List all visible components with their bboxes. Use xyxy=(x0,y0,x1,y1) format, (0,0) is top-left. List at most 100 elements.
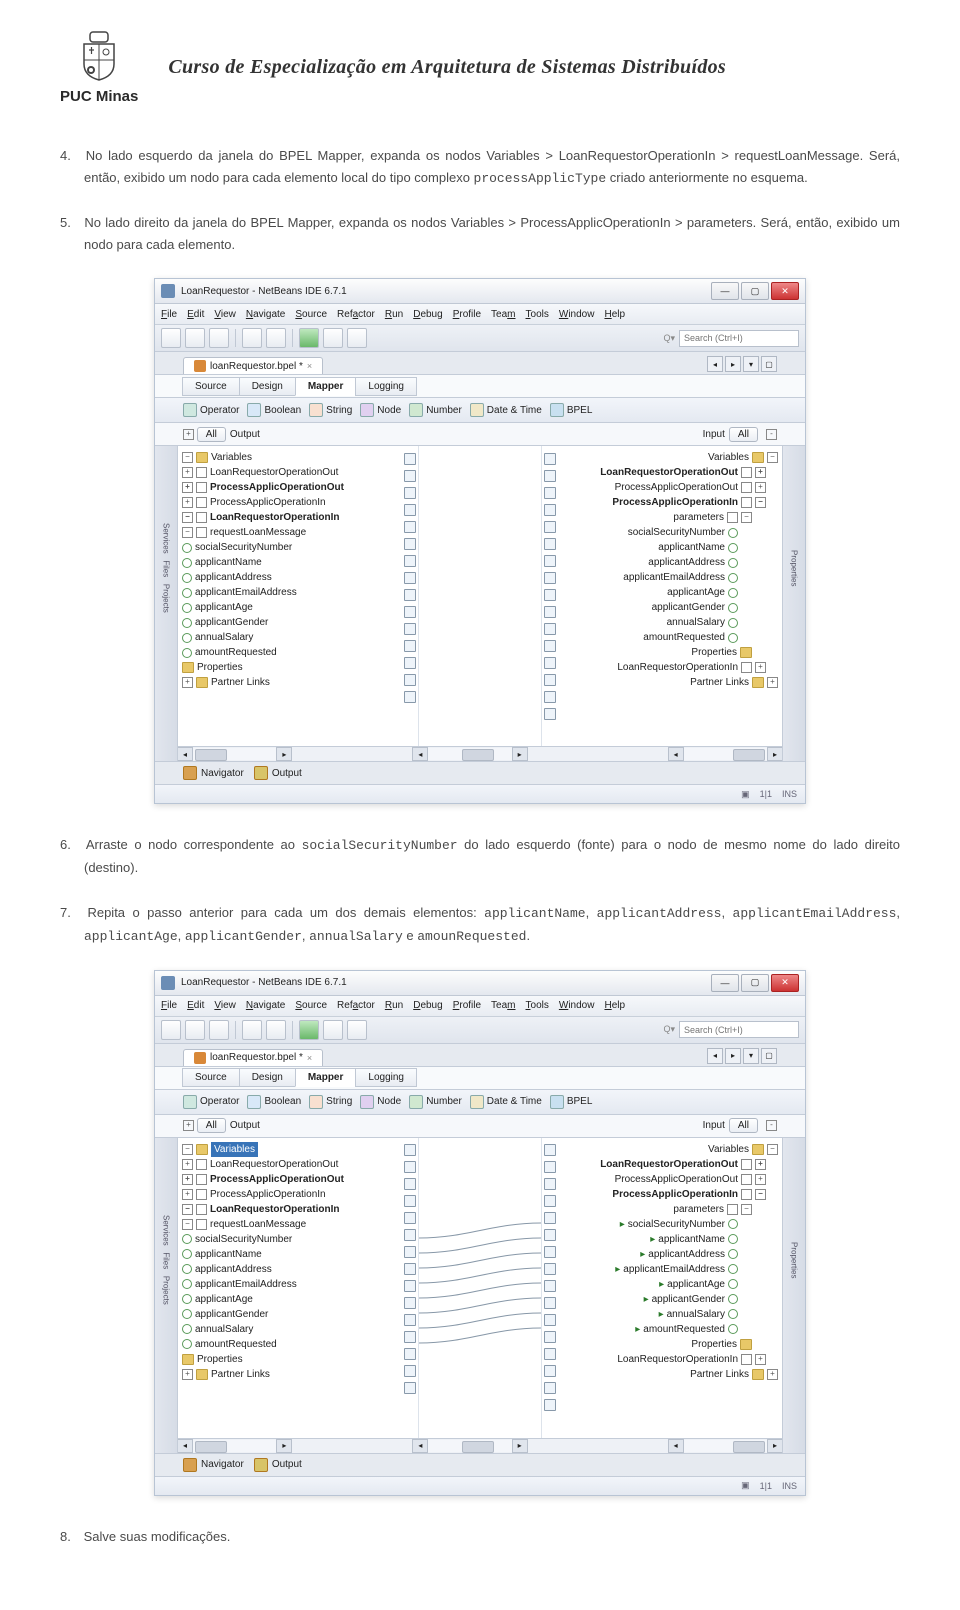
menu-debug[interactable]: Debug xyxy=(413,1000,442,1011)
expand-icon[interactable]: + xyxy=(182,467,193,478)
menu-tools[interactable]: Tools xyxy=(526,309,549,320)
tb-open-icon[interactable] xyxy=(185,1020,205,1040)
tb-build-icon[interactable] xyxy=(347,328,367,348)
max-editor-icon[interactable]: ▢ xyxy=(761,356,777,372)
menu-profile[interactable]: Profile xyxy=(453,1000,481,1011)
expand-icon[interactable]: + xyxy=(755,1159,766,1170)
menu-edit[interactable]: Edit xyxy=(187,1000,204,1011)
nav-left-icon[interactable]: ◂ xyxy=(707,1048,723,1064)
scroll-right-icon[interactable]: ▸ xyxy=(276,747,292,761)
expand-icon[interactable]: + xyxy=(755,662,766,673)
op-operator[interactable]: Operator xyxy=(183,1095,239,1109)
scroll-right-icon[interactable]: ▸ xyxy=(512,1439,528,1453)
menu-profile[interactable]: Profile xyxy=(453,309,481,320)
menu-view[interactable]: View xyxy=(214,309,236,320)
scroll-left-icon[interactable]: ◂ xyxy=(668,747,684,761)
source-tree[interactable]: −Variables +LoanRequestorOperationOut +P… xyxy=(178,1138,402,1438)
expand-icon[interactable]: + xyxy=(182,1189,193,1200)
output-tab[interactable]: Output xyxy=(254,766,302,780)
collapse-icon[interactable]: − xyxy=(182,527,193,538)
expand-icon[interactable]: + xyxy=(182,677,193,688)
op-bpel[interactable]: BPEL xyxy=(550,403,593,417)
target-tree[interactable]: Variables− LoanRequestorOperationOut+ Pr… xyxy=(558,446,782,746)
scroll-thumb[interactable] xyxy=(462,749,494,761)
menu-run[interactable]: Run xyxy=(385,1000,403,1011)
file-tab[interactable]: loanRequestor.bpel * × xyxy=(183,357,323,374)
collapse-icon[interactable]: − xyxy=(182,512,193,523)
op-number[interactable]: Number xyxy=(409,1095,462,1109)
collapse-icon[interactable]: − xyxy=(182,452,193,463)
tab-source[interactable]: Source xyxy=(182,1068,240,1087)
tb-debug-icon[interactable] xyxy=(323,328,343,348)
nav-right-icon[interactable]: ▸ xyxy=(725,1048,741,1064)
expand-icon[interactable]: + xyxy=(182,482,193,493)
menu-run[interactable]: Run xyxy=(385,309,403,320)
expand-icon[interactable]: + xyxy=(182,1174,193,1185)
filter-all-right[interactable]: All xyxy=(729,427,758,442)
maximize-button[interactable]: ▢ xyxy=(741,282,769,300)
menu-file[interactable]: File xyxy=(161,309,177,320)
search-input[interactable] xyxy=(679,330,799,347)
menu-source[interactable]: Source xyxy=(295,309,327,320)
scroll-thumb[interactable] xyxy=(462,1441,494,1453)
op-number[interactable]: Number xyxy=(409,403,462,417)
menu-help[interactable]: Help xyxy=(604,1000,625,1011)
minimize-button[interactable]: — xyxy=(711,974,739,992)
nav-left-icon[interactable]: ◂ xyxy=(707,356,723,372)
menubar[interactable]: File Edit View Navigate Source Refactor … xyxy=(155,996,805,1017)
scroll-left-icon[interactable]: ◂ xyxy=(668,1439,684,1453)
scroll-right-icon[interactable]: ▸ xyxy=(767,1439,783,1453)
menu-navigate[interactable]: Navigate xyxy=(246,1000,285,1011)
tab-mapper[interactable]: Mapper xyxy=(295,377,357,396)
op-boolean[interactable]: Boolean xyxy=(247,1095,301,1109)
menu-edit[interactable]: Edit xyxy=(187,309,204,320)
scroll-thumb[interactable] xyxy=(195,749,227,761)
op-datetime[interactable]: Date & Time xyxy=(470,1095,542,1109)
collapse-icon[interactable]: − xyxy=(182,1219,193,1230)
menu-refactor[interactable]: Refactor xyxy=(337,309,375,320)
collapse-icon[interactable]: - xyxy=(766,429,777,440)
scroll-thumb[interactable] xyxy=(733,1441,765,1453)
minimize-button[interactable]: — xyxy=(711,282,739,300)
scroll-right-icon[interactable]: ▸ xyxy=(512,747,528,761)
filter-all-left[interactable]: All xyxy=(197,1118,226,1133)
scroll-left-icon[interactable]: ◂ xyxy=(177,1439,193,1453)
expand-icon[interactable]: + xyxy=(183,429,194,440)
close-button[interactable]: ✕ xyxy=(771,282,799,300)
h-scrollbar[interactable]: ◂ ▸ ◂ ▸ ◂ ▸ xyxy=(177,1438,783,1453)
tb-debug-icon[interactable] xyxy=(323,1020,343,1040)
collapse-icon[interactable]: - xyxy=(766,1120,777,1131)
expand-icon[interactable]: + xyxy=(755,1354,766,1365)
expand-icon[interactable]: + xyxy=(767,1369,778,1380)
menu-navigate[interactable]: Navigate xyxy=(246,309,285,320)
scroll-left-icon[interactable]: ◂ xyxy=(412,1439,428,1453)
menu-source[interactable]: Source xyxy=(295,1000,327,1011)
collapse-icon[interactable]: − xyxy=(182,1144,193,1155)
window-titlebar[interactable]: LoanRequestor - NetBeans IDE 6.7.1 — ▢ ✕ xyxy=(155,971,805,996)
expand-icon[interactable]: + xyxy=(183,1120,194,1131)
collapse-icon[interactable]: − xyxy=(741,512,752,523)
collapse-icon[interactable]: − xyxy=(767,452,778,463)
tb-open-icon[interactable] xyxy=(185,328,205,348)
menu-team[interactable]: Team xyxy=(491,1000,515,1011)
scroll-thumb[interactable] xyxy=(195,1441,227,1453)
op-node[interactable]: Node xyxy=(360,403,401,417)
tb-run-icon[interactable] xyxy=(299,1020,319,1040)
expand-icon[interactable]: + xyxy=(755,467,766,478)
expand-icon[interactable]: + xyxy=(755,482,766,493)
mapping-canvas[interactable] xyxy=(418,1138,542,1438)
close-button[interactable]: ✕ xyxy=(771,974,799,992)
collapse-icon[interactable]: − xyxy=(741,1204,752,1215)
collapse-icon[interactable]: − xyxy=(755,1189,766,1200)
op-string[interactable]: String xyxy=(309,1095,352,1109)
navigator-tab[interactable]: Navigator xyxy=(183,766,244,780)
menubar[interactable]: File Edit View Navigate Source Refactor … xyxy=(155,304,805,325)
tab-logging[interactable]: Logging xyxy=(355,1068,417,1087)
window-titlebar[interactable]: LoanRequestor - NetBeans IDE 6.7.1 — ▢ ✕ xyxy=(155,279,805,304)
tb-save-icon[interactable] xyxy=(209,1020,229,1040)
tb-save-icon[interactable] xyxy=(209,328,229,348)
menu-window[interactable]: Window xyxy=(559,1000,595,1011)
menu-help[interactable]: Help xyxy=(604,309,625,320)
tb-build-icon[interactable] xyxy=(347,1020,367,1040)
h-scrollbar[interactable]: ◂ ▸ ◂ ▸ ◂ ▸ xyxy=(177,746,783,761)
